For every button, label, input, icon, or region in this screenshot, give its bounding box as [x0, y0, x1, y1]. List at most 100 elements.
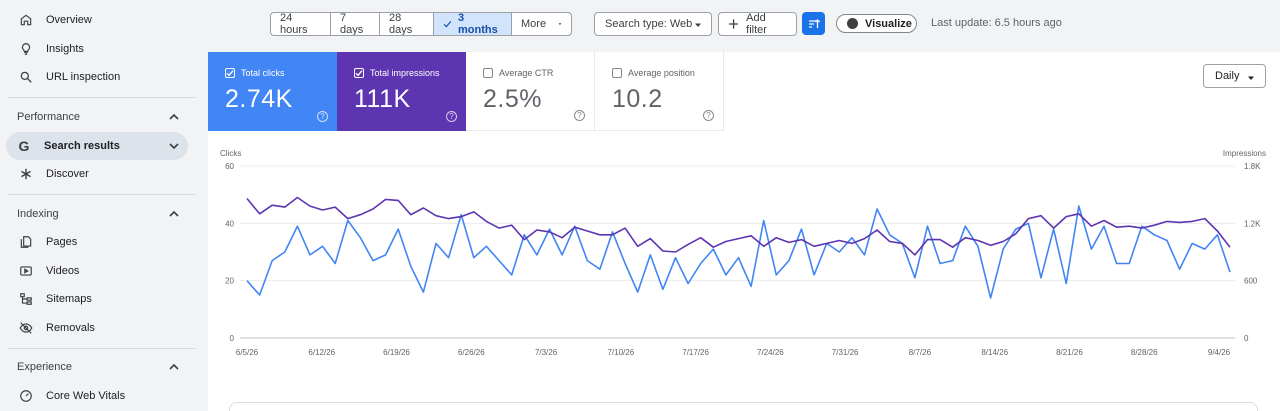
help-icon[interactable]: ? [317, 111, 328, 122]
range-label: 24 hours [280, 12, 308, 36]
x-tick: 7/10/26 [607, 348, 634, 357]
pages-icon [18, 234, 34, 250]
checkbox-unchecked-icon[interactable] [483, 68, 493, 78]
sidebar-item-insights[interactable]: Insights [8, 35, 188, 63]
x-tick: 7/24/26 [757, 348, 784, 357]
y-axis-left-title: Clicks [220, 149, 241, 158]
caret-down-icon [1248, 76, 1254, 80]
section-label: Performance [17, 111, 80, 123]
search-type-label: Search type: Web [605, 18, 693, 30]
sidebar-divider [8, 97, 196, 98]
chevron-up-icon [169, 113, 179, 120]
gauge-icon [18, 388, 34, 404]
visualize-label: Visualize [865, 17, 912, 30]
metric-total-clicks[interactable]: Total clicks 2.74K ? [208, 52, 337, 131]
sidebar-item-core-web-vitals[interactable]: Core Web Vitals [8, 382, 188, 410]
help-icon[interactable]: ? [446, 111, 457, 122]
chevron-down-icon [169, 143, 179, 150]
performance-card: Total clicks 2.74K ? Total impressions 1… [208, 52, 1280, 411]
series-line-clicks [246, 205, 1231, 299]
x-tick: 8/14/26 [981, 348, 1008, 357]
range-24-hours[interactable]: 24 hours [271, 13, 331, 35]
range-more-dropdown[interactable]: More [512, 13, 571, 35]
add-filter-button[interactable]: Add filter [718, 12, 797, 36]
metric-label: Total impressions [370, 68, 440, 78]
granularity-dropdown[interactable]: Daily [1203, 64, 1266, 88]
range-label: 28 days [389, 12, 413, 36]
sidebar: Overview Insights URL inspection Perform… [0, 0, 200, 411]
x-tick: 6/19/26 [383, 348, 410, 357]
section-indexing[interactable]: Indexing [0, 200, 196, 228]
metric-value: 2.5% [483, 85, 542, 113]
sidebar-item-overview[interactable]: Overview [8, 6, 188, 34]
metric-label: Average CTR [499, 68, 554, 78]
sidebar-item-label: Core Web Vitals [46, 390, 126, 402]
lightbulb-icon [18, 41, 34, 57]
help-icon[interactable]: ? [703, 110, 714, 121]
y-tick-left: 20 [225, 277, 234, 286]
sidebar-item-label: Discover [46, 168, 89, 180]
x-tick: 6/5/26 [236, 348, 259, 357]
y-tick-left: 0 [230, 334, 235, 343]
range-label: More [521, 18, 547, 30]
metric-label: Total clicks [241, 68, 285, 78]
range-28-days[interactable]: 28 days [380, 13, 434, 35]
x-tick: 7/17/26 [682, 348, 709, 357]
section-label: Indexing [17, 208, 59, 220]
metric-average-ctr[interactable]: Average CTR 2.5% ? [466, 52, 595, 131]
y-tick-right: 1.8K [1244, 162, 1261, 171]
queries-table-card [229, 402, 1258, 411]
x-tick: 9/4/26 [1208, 348, 1231, 357]
sidebar-item-label: Removals [46, 322, 95, 334]
sidebar-item-label: URL inspection [46, 71, 121, 83]
sidebar-item-removals[interactable]: Removals [8, 314, 188, 342]
sidebar-item-pages[interactable]: Pages [8, 228, 188, 256]
sidebar-item-url-inspection[interactable]: URL inspection [8, 63, 188, 91]
last-update-text: Last update: 6.5 hours ago [931, 17, 1062, 29]
sidebar-divider [8, 194, 196, 195]
metric-value: 2.74K [225, 85, 293, 113]
range-3-months[interactable]: 3 months [434, 13, 512, 35]
google-g-icon: G [18, 138, 30, 154]
sidebar-item-search-results[interactable]: G Search results [6, 132, 188, 160]
sidebar-item-discover[interactable]: Discover [8, 160, 188, 188]
filter-list-icon [808, 18, 820, 28]
checkbox-unchecked-icon[interactable] [612, 68, 622, 78]
granularity-label: Daily [1215, 70, 1240, 82]
visualize-icon [847, 18, 858, 29]
metric-average-position[interactable]: Average position 10.2 ? [595, 52, 724, 131]
x-tick: 8/21/26 [1056, 348, 1083, 357]
metric-total-impressions[interactable]: Total impressions 111K ? [337, 52, 466, 131]
sidebar-item-sitemaps[interactable]: Sitemaps [8, 285, 188, 313]
help-icon[interactable]: ? [574, 110, 585, 121]
x-tick: 6/12/26 [308, 348, 335, 357]
caret-down-icon [558, 23, 562, 25]
home-icon [18, 12, 34, 28]
sidebar-item-label: Insights [46, 43, 84, 55]
sidebar-item-label: Overview [46, 14, 92, 26]
sidebar-item-videos[interactable]: Videos [8, 257, 188, 285]
x-tick: 6/26/26 [458, 348, 485, 357]
checkbox-checked-icon[interactable] [225, 68, 235, 78]
y-tick-right: 600 [1244, 277, 1258, 286]
range-label: 7 days [340, 12, 364, 36]
search-type-dropdown[interactable]: Search type: Web [594, 12, 712, 36]
sitemap-icon [18, 291, 34, 307]
metric-label: Average position [628, 68, 695, 78]
y-tick-left: 60 [225, 162, 234, 171]
range-label: 3 months [458, 12, 498, 36]
section-experience[interactable]: Experience [0, 353, 196, 381]
sidebar-item-label: Pages [46, 236, 78, 248]
y-tick-right: 1.2K [1244, 219, 1261, 228]
checkbox-checked-icon[interactable] [354, 68, 364, 78]
range-7-days[interactable]: 7 days [331, 13, 380, 35]
visualize-button[interactable]: Visualize [836, 14, 917, 33]
asterisk-icon [18, 166, 34, 182]
caret-down-icon [695, 23, 701, 27]
x-tick: 7/31/26 [832, 348, 859, 357]
section-label: Experience [17, 361, 73, 373]
filter-sort-button[interactable] [802, 12, 825, 35]
section-performance[interactable]: Performance [0, 103, 196, 131]
series-line-impressions [246, 196, 1231, 256]
